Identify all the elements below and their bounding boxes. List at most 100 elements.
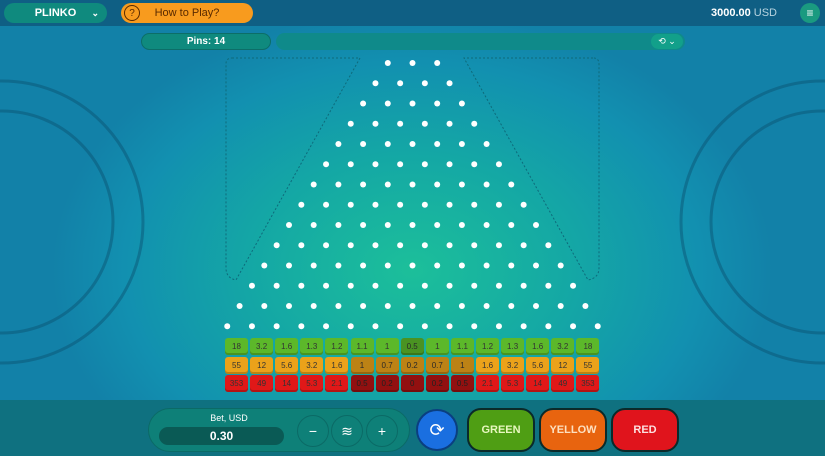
peg xyxy=(323,201,330,208)
peg xyxy=(434,141,441,147)
game-selector[interactable]: PLINKO ⌄ xyxy=(4,3,107,23)
multiplier-slot-green: 1.3 xyxy=(501,338,525,355)
multiplier-slot-red: 5.3 xyxy=(300,375,324,393)
peg xyxy=(397,323,404,330)
peg xyxy=(347,323,354,330)
peg xyxy=(570,323,577,330)
peg xyxy=(335,141,342,147)
balance-amount: 3000.00 xyxy=(711,7,751,19)
multiplier-slot-red: 49 xyxy=(250,375,274,393)
peg xyxy=(471,201,478,208)
peg xyxy=(384,222,391,228)
peg xyxy=(224,323,231,330)
pins-selector[interactable]: Pins: 14 xyxy=(141,33,271,50)
multiplier-slot-yellow: 0.7 xyxy=(425,356,449,374)
peg xyxy=(409,262,416,269)
peg xyxy=(310,303,317,309)
multiplier-slot-yellow: 55 xyxy=(576,356,600,374)
history-icon[interactable]: ⟲ ⌄ xyxy=(651,34,683,49)
multiplier-slot-red: 0.5 xyxy=(450,375,474,393)
autoplay-icon: ⟳ xyxy=(429,419,445,440)
peg xyxy=(261,262,268,269)
yellow-button[interactable]: YELLOW xyxy=(539,408,607,452)
multiplier-slot-green: 1 xyxy=(425,338,449,355)
multiplier-slot-green: 1.2 xyxy=(476,338,499,355)
autoplay-button[interactable]: ⟳ xyxy=(416,409,458,451)
peg xyxy=(458,181,465,188)
multiplier-slot-yellow: 1 xyxy=(450,356,474,374)
multiplier-slot-yellow: 3.2 xyxy=(300,356,324,374)
peg xyxy=(471,242,478,249)
peg xyxy=(446,120,453,127)
multiplier-slot-red: 0.2 xyxy=(375,375,399,393)
peg xyxy=(372,323,379,330)
decor-ring xyxy=(0,109,115,335)
peg xyxy=(545,282,552,289)
multiplier-slot-red: 353 xyxy=(576,375,600,393)
peg xyxy=(495,323,502,330)
peg xyxy=(335,181,342,188)
peg xyxy=(434,100,441,107)
question-icon: ? xyxy=(124,5,140,21)
peg xyxy=(508,222,515,228)
history-bar: ⟲ ⌄ xyxy=(276,33,685,50)
multiplier-slot-green: 1 xyxy=(375,338,399,355)
decrease-bet-button[interactable]: − xyxy=(297,415,329,447)
peg xyxy=(520,201,527,208)
how-to-play-button[interactable]: ? How to Play? xyxy=(121,3,253,23)
peg xyxy=(434,222,441,228)
multiplier-slot-green: 18 xyxy=(225,338,248,355)
menu-icon[interactable]: ≡ xyxy=(800,3,820,23)
peg xyxy=(594,323,601,330)
multiplier-slot-yellow: 5.6 xyxy=(275,356,299,374)
peg xyxy=(421,242,428,249)
multiplier-slot-yellow: 55 xyxy=(225,356,248,374)
coins-icon[interactable]: ≋ xyxy=(331,415,363,447)
red-button[interactable]: RED xyxy=(611,408,679,452)
multiplier-slot-red: 49 xyxy=(551,375,575,393)
peg xyxy=(458,222,465,228)
peg xyxy=(335,303,342,309)
peg xyxy=(286,222,292,228)
multiplier-slot-yellow: 12 xyxy=(250,356,274,374)
bet-panel: Bet, USD 0.30 − ≋ + xyxy=(148,408,410,452)
peg xyxy=(471,323,478,330)
peg xyxy=(409,222,416,228)
peg xyxy=(384,303,391,309)
multiplier-slot-green: 1.2 xyxy=(325,338,349,355)
peg xyxy=(360,181,367,188)
peg xyxy=(446,242,453,249)
multiplier-slot-red: 353 xyxy=(225,375,248,393)
peg xyxy=(347,242,354,249)
peg xyxy=(508,303,515,309)
peg xyxy=(471,282,478,289)
multiplier-slot-yellow: 0.2 xyxy=(400,356,424,374)
peg xyxy=(446,80,453,87)
peg xyxy=(458,141,465,147)
increase-bet-button[interactable]: + xyxy=(366,415,398,447)
peg xyxy=(533,222,539,228)
multiplier-slot-red: 2.1 xyxy=(476,375,499,393)
decor-ring xyxy=(679,79,825,365)
multiplier-slot-yellow: 0.7 xyxy=(375,356,399,374)
left-guide xyxy=(225,57,361,281)
peg xyxy=(458,100,465,107)
game-name: PLINKO xyxy=(34,7,77,19)
peg xyxy=(298,242,305,249)
peg xyxy=(286,303,292,309)
peg xyxy=(360,100,367,107)
multiplier-slot-green: 1.3 xyxy=(300,338,324,355)
multiplier-slot-yellow: 12 xyxy=(551,356,575,374)
multiplier-slot-red: 0.2 xyxy=(425,375,449,393)
peg xyxy=(446,282,453,289)
peg xyxy=(323,242,330,249)
multiplier-slot-red: 0.5 xyxy=(350,375,374,393)
peg xyxy=(495,201,502,208)
bet-input[interactable]: 0.30 xyxy=(159,427,284,445)
multiplier-slot-yellow: 1.6 xyxy=(325,356,349,374)
peg xyxy=(273,323,280,330)
peg xyxy=(545,323,552,330)
peg xyxy=(372,201,379,208)
green-button[interactable]: GREEN xyxy=(467,408,535,452)
